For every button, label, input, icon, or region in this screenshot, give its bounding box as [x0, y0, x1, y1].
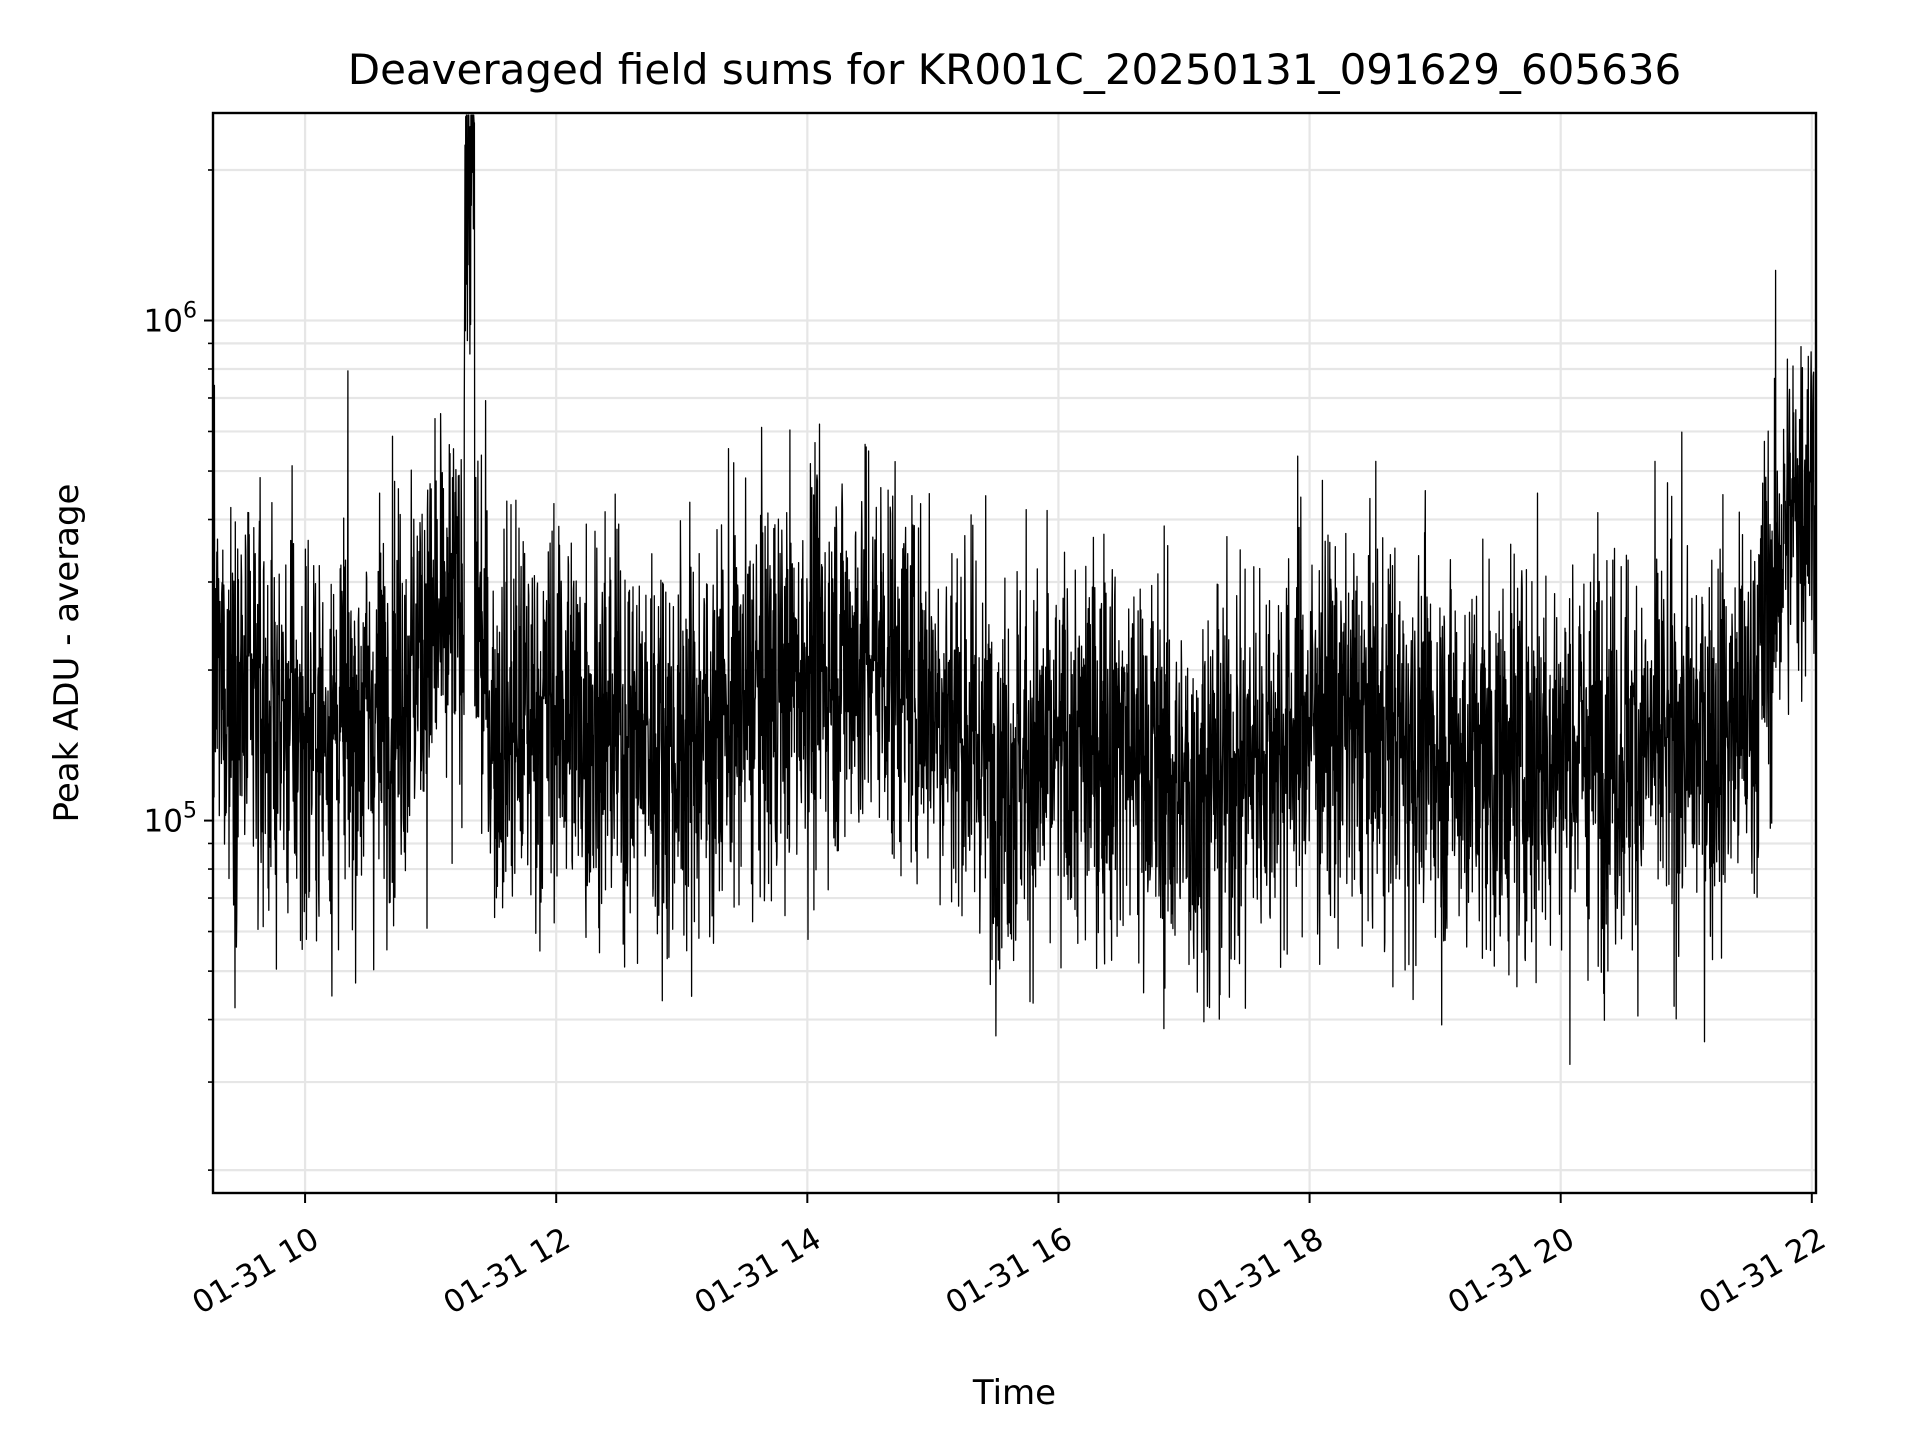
x-tick-label: 01-31 14	[689, 1221, 828, 1322]
x-tick-label: 01-31 22	[1693, 1221, 1832, 1322]
x-tick-label: 01-31 10	[186, 1221, 325, 1322]
series-line	[213, 114, 1816, 1066]
x-tick-label: 01-31 12	[437, 1221, 576, 1322]
x-tick-label: 01-31 20	[1442, 1221, 1581, 1322]
x-tick-label: 01-31 16	[940, 1221, 1079, 1322]
chart-title: Deaveraged field sums for KR001C_2025013…	[348, 45, 1682, 94]
x-axis-title: Time	[972, 1373, 1056, 1413]
plot-frame	[211, 111, 1818, 1195]
x-tick-label: 01-31 18	[1191, 1221, 1330, 1322]
y-axis-title: Peak ADU - average	[47, 484, 87, 823]
y-tick-label: 105	[144, 799, 197, 840]
y-tick-label: 106	[144, 299, 197, 340]
data-layer	[213, 114, 1816, 1066]
